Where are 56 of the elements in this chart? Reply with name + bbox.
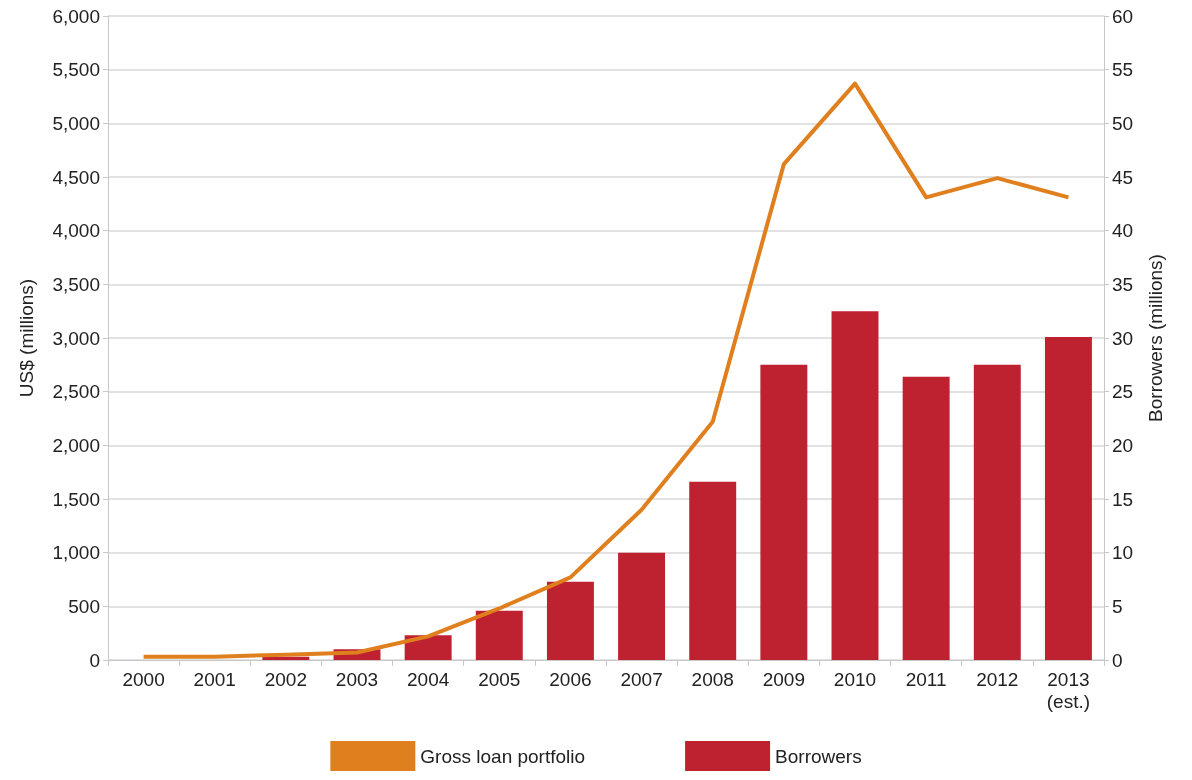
y-tick-label: 6,000 [52,5,100,27]
bar [973,364,1021,660]
y-tick-label: 0 [89,649,100,671]
y2-tick-label: 25 [1112,381,1134,403]
x-tick-label: 2001 [193,668,236,690]
y2-tick-label: 55 [1112,59,1134,81]
bar [404,635,452,660]
x-tick-label: 2013 (est.) [1046,668,1091,712]
x-tick-label: 2009 [762,668,805,690]
line-series [141,81,1071,659]
y2-tick-label: 5 [1112,595,1123,617]
x-tick-label: 2011 [905,668,947,690]
y2-axis-title: Borrowers (millions) [1145,254,1166,422]
x-tick-label: 2008 [691,668,734,690]
bar [689,481,737,660]
y2-tick-label: 60 [1112,5,1134,27]
bar [760,364,808,660]
y-axis-title: US$ (millions) [16,278,37,398]
x-tick-label: 2000 [122,668,165,690]
y2-tick-label: 15 [1112,488,1134,510]
legend-label: Borrowers [775,745,862,767]
x-tick-label: 2012 [976,668,1019,690]
y-tick-label: 500 [68,595,100,617]
x-tick-label: 2006 [549,668,592,690]
y-tick-label: 4,000 [52,220,100,242]
y-tick-label: 2,000 [52,434,100,456]
y2-tick-label: 0 [1112,649,1123,671]
y2-tick-label: 35 [1112,273,1134,295]
x-tick-label: 2002 [264,668,307,690]
y2-tick-label: 30 [1112,327,1134,349]
legend-label: Gross loan portfolio [420,745,586,767]
y2-tick-label: 50 [1112,112,1134,134]
x-tick-label: 2010 [833,668,877,690]
y2-tick-label: 20 [1112,434,1134,456]
y-tick-label: 3,500 [52,273,100,295]
x-tick-label: 2004 [407,668,450,690]
bar [262,656,310,660]
y-tick-label: 1,500 [52,488,100,510]
y-tick-label: 2,500 [52,381,100,403]
x-tick-label: 2007 [620,668,663,690]
y-tick-label: 5,500 [52,59,100,81]
y-tick-label: 4,500 [52,166,100,188]
bar [831,311,879,660]
bar [546,581,594,660]
bar [618,552,666,660]
x-tick-label: 2005 [478,668,521,690]
y-tick-label: 1,000 [52,542,100,564]
bar [902,376,950,660]
bar [475,610,523,660]
x-tick-label: 2003 [335,668,379,690]
y-tick-label: 3,000 [52,327,100,349]
bar [1044,336,1092,660]
y2-tick-label: 45 [1112,166,1134,188]
y2-tick-label: 10 [1112,542,1134,564]
y-tick-label: 5,000 [52,112,100,134]
y2-tick-label: 40 [1112,220,1134,242]
